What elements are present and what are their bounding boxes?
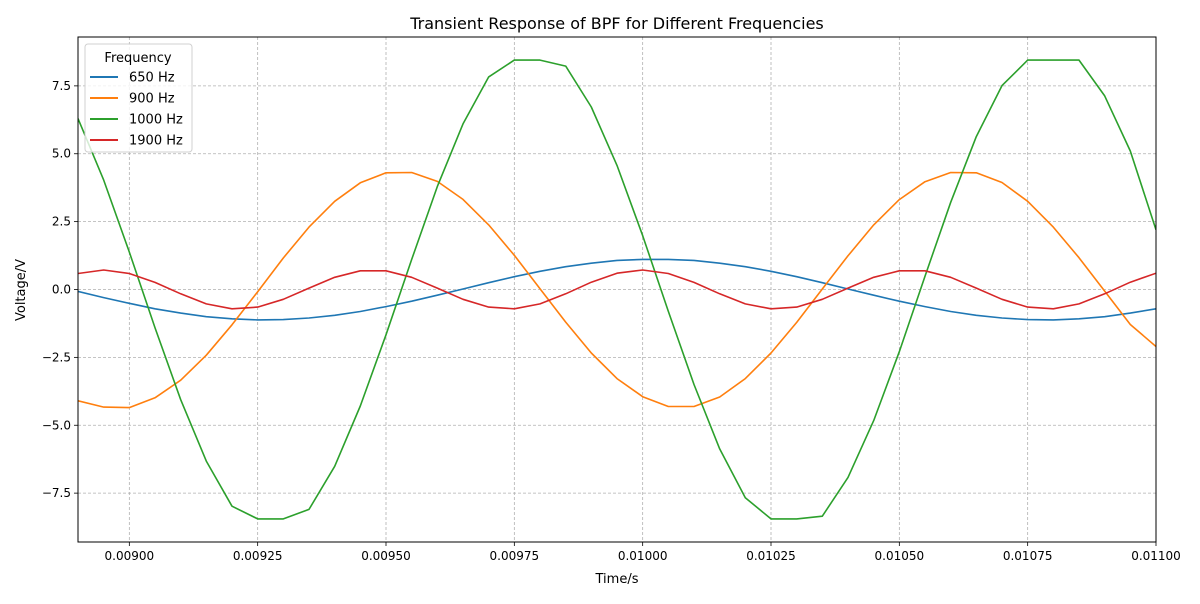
x-tick-label: 0.01100 [1131,549,1181,563]
x-tick-label: 0.01050 [875,549,925,563]
series-lines [78,59,1156,520]
series-line-1000-hz [78,59,1156,520]
x-tick-label: 0.01000 [618,549,668,563]
legend-entry: 900 Hz [129,92,175,107]
y-axis-label: Voltage/V [14,259,29,321]
x-tick-label: 0.00975 [490,549,540,563]
series-line-1900-hz [78,269,1156,310]
legend-box [84,43,193,153]
y-tick-label: 2.5 [52,215,71,229]
x-tick-label: 0.01025 [746,549,796,563]
x-tick-label: 0.00925 [233,549,283,563]
legend-entry: 1000 Hz [129,113,183,128]
y-tick-label: 5.0 [52,147,71,161]
x-tick-label: 0.00950 [361,549,411,563]
legend-entry: 650 Hz [129,71,175,86]
x-axis-label: Time/s [595,572,639,587]
y-tick-label: −2.5 [42,350,71,364]
x-tick-label: 0.01075 [1003,549,1053,563]
y-tick-label: −7.5 [42,486,71,500]
legend-title: Frequency [104,51,171,66]
y-tick-label: 7.5 [52,79,71,93]
y-tick-label: 0.0 [52,283,71,297]
series-line-900-hz [78,171,1156,409]
chart-title: Transient Response of BPF for Different … [409,14,824,33]
legend-entry: 1900 Hz [129,134,183,149]
x-tick-label: 0.00900 [105,549,155,563]
y-tick-label: −5.0 [42,418,71,432]
series-line-650-hz [78,258,1156,321]
axis-ticks: 0.00900 0.00925 0.00950 0.00975 0.01000 0.010… [42,79,1181,563]
legend: Frequency 650 Hz 900 Hz 1000 Hz 1900 Hz [84,43,193,153]
